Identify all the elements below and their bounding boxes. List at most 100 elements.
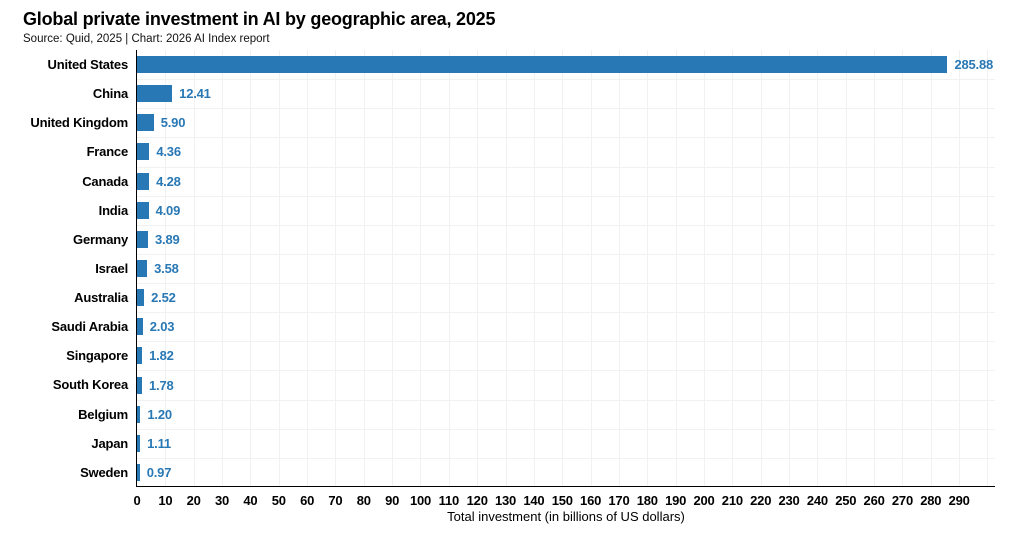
x-tick-label: 30 [215,493,230,508]
v-gridline [250,50,252,486]
x-tick-label: 230 [778,493,800,508]
value-label: 0.97 [146,464,172,480]
category-label-japan: Japan [91,435,128,451]
v-gridline [477,50,479,486]
v-gridline [959,50,961,486]
v-gridline [193,50,195,486]
h-gridline [137,341,995,343]
h-gridline [137,224,995,226]
v-gridline [222,50,224,486]
bar-row: 12.41 [137,79,995,108]
value-label: 1.11 [147,435,171,451]
bar-row: 285.88 [137,50,995,79]
category-label-china: China [92,86,128,102]
v-gridline [789,50,791,486]
bar-row: 1.20 [137,400,995,429]
v-gridline [562,50,564,486]
value-label: 285.88 [954,57,994,73]
bar-row: 1.11 [137,429,995,458]
bar-row: 1.82 [137,341,995,370]
category-label-sweden: Sweden [80,464,128,480]
category-label-united-states: United States [47,57,129,72]
h-gridline [137,195,995,197]
x-tick-label: 150 [551,493,573,508]
chart-title: Global private investment in AI by geogr… [23,9,496,29]
x-tick-label: 100 [409,493,432,508]
x-tick-label: 160 [580,493,602,508]
x-tick-label: 260 [863,493,885,508]
v-gridline [335,50,337,486]
x-tick-label: 280 [920,493,942,508]
bar-row: 2.52 [137,283,995,312]
bar-sweden [137,463,140,481]
category-label-singapore: Singapore [66,348,128,364]
value-label: 2.52 [151,290,176,306]
x-tick-label: 140 [523,493,545,508]
x-tick-label: 130 [495,493,517,508]
v-gridline [760,50,762,486]
v-gridline [647,50,649,486]
h-gridline [137,283,995,285]
x-axis-title: Total investment (in billions of US doll… [447,509,685,524]
v-gridline [420,50,422,486]
bar-india [137,201,149,219]
bar-row: 5.90 [137,108,995,137]
x-tick-label: 190 [665,493,687,508]
value-label: 1.82 [149,348,174,364]
h-gridline [137,137,995,139]
category-label-saudi-arabia: Saudi Arabia [51,319,128,335]
bar-canada [137,172,150,190]
x-tick-label: 250 [835,493,857,508]
x-tick-label: 290 [948,493,970,508]
x-tick-label: 90 [385,493,400,508]
value-label: 4.36 [156,144,181,160]
v-gridline [618,50,620,486]
h-gridline [137,370,995,372]
category-label-india: India [98,202,129,218]
v-gridline [703,50,705,486]
v-gridline [874,50,876,486]
bar-south-korea [137,376,143,394]
category-label-united-kingdom: United Kingdom [30,115,128,131]
x-tick-label: 60 [300,493,315,508]
value-label: 1.78 [149,377,174,393]
bar-row: 4.09 [137,196,995,225]
x-tick-label: 0 [133,493,141,508]
x-tick-label: 270 [891,493,913,508]
x-tick-label: 120 [466,493,488,508]
x-tick-label: 80 [356,493,371,508]
bar-row: 1.78 [137,370,995,399]
value-label: 2.03 [149,319,175,335]
h-gridline [137,312,995,314]
v-gridline [448,50,450,486]
v-gridline [902,50,904,486]
value-label: 1.20 [147,406,172,422]
v-gridline [987,50,989,486]
h-gridline [137,108,995,110]
bar-row: 3.89 [137,225,995,254]
v-gridline [392,50,394,486]
value-label: 4.09 [155,202,181,218]
x-tick-label: 220 [750,493,772,508]
bar-china [137,85,173,103]
bar-belgium [137,405,141,423]
v-gridline [165,50,167,486]
bar-australia [137,289,145,307]
v-gridline [505,50,507,486]
plot-area: 285.88 12.41 5.90 4.36 4.28 4.09 3.89 3.58 2.52 2… [133,50,995,524]
v-gridline [278,50,280,486]
bar-france [137,143,150,161]
x-tick-label: 180 [636,493,658,508]
x-tick-label: 20 [186,493,201,508]
x-tick-label: 40 [243,493,258,508]
bar-saudi-arabia [137,318,143,336]
bar-singapore [137,347,143,365]
bar-japan [137,434,141,452]
value-label: 3.58 [154,260,179,276]
x-tick-label: 50 [271,493,286,508]
bar-row: 4.28 [137,167,995,196]
bar-row: 0.97 [137,458,995,487]
bar-united-states [137,56,948,74]
bar-united-kingdom [137,114,154,132]
x-tick-label: 240 [806,493,828,508]
